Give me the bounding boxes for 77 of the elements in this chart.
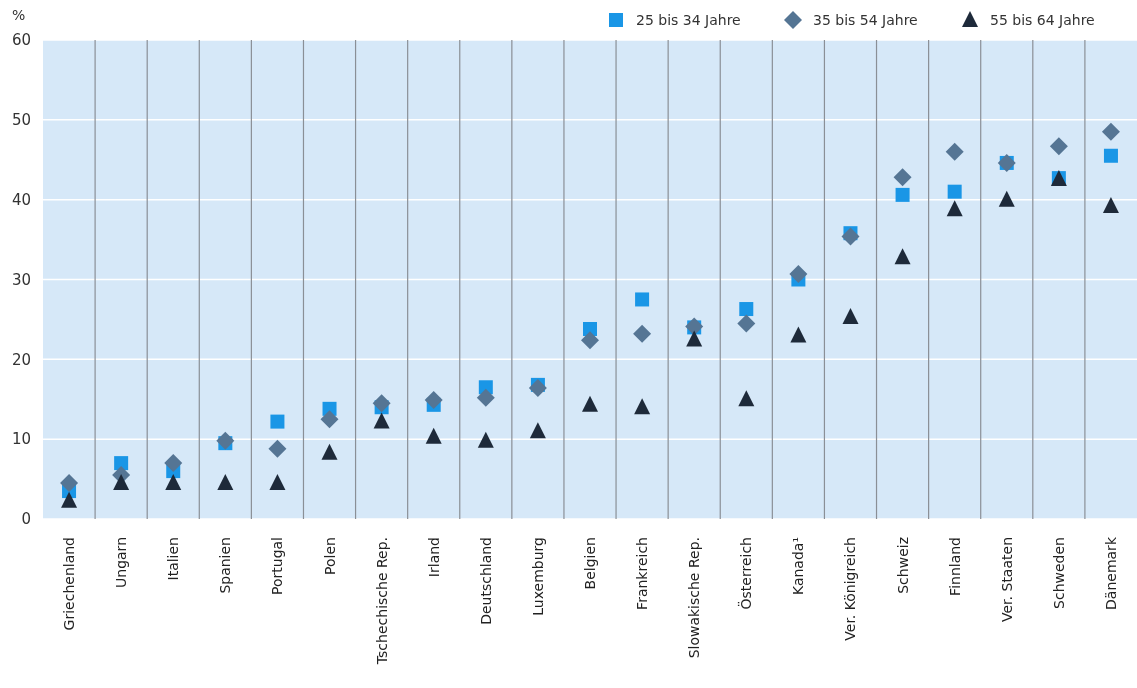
x-tick-label: Schweden bbox=[1050, 537, 1067, 609]
point bbox=[165, 474, 182, 491]
x-tick-label: Finnland bbox=[946, 537, 963, 596]
point bbox=[1049, 137, 1068, 156]
point bbox=[1102, 197, 1119, 214]
legend-label: 25 bis 34 Jahre bbox=[636, 11, 741, 28]
point bbox=[895, 187, 910, 202]
point bbox=[476, 388, 495, 407]
point bbox=[268, 439, 287, 458]
y-tick-label: 0 bbox=[21, 510, 31, 529]
point bbox=[216, 431, 235, 450]
point bbox=[738, 390, 755, 407]
x-tick-label: Schweiz bbox=[894, 537, 911, 594]
y-axis-title: % bbox=[12, 7, 26, 23]
point bbox=[581, 331, 599, 350]
point bbox=[424, 391, 443, 410]
y-tick-label: 10 bbox=[11, 430, 31, 449]
point bbox=[842, 308, 859, 325]
point bbox=[1103, 148, 1118, 163]
legend-label: 55 bis 64 Jahre bbox=[990, 11, 1095, 28]
x-tick-label: Tschechische Rep. bbox=[373, 537, 390, 666]
x-tick-label: Ver. Königreich bbox=[842, 537, 859, 641]
point bbox=[164, 454, 183, 473]
x-tick-label: Polen bbox=[321, 537, 338, 575]
point bbox=[372, 394, 391, 413]
x-tick-label: Ungarn bbox=[113, 537, 130, 588]
x-tick-label: Ver. Staaten bbox=[998, 537, 1015, 622]
point bbox=[321, 443, 338, 460]
point bbox=[61, 491, 78, 508]
point bbox=[113, 474, 130, 491]
point bbox=[945, 142, 964, 161]
point bbox=[528, 379, 547, 398]
x-tick-label: Slowakische Rep. bbox=[686, 537, 703, 659]
point bbox=[373, 412, 390, 429]
point bbox=[790, 326, 807, 343]
x-tick-label: Österreich bbox=[737, 537, 755, 610]
x-tick-label: Griechenland bbox=[61, 537, 78, 631]
x-tick-label: Frankreich bbox=[634, 537, 651, 610]
point bbox=[60, 474, 79, 493]
point bbox=[998, 190, 1015, 207]
y-tick-label: 50 bbox=[11, 111, 31, 130]
point bbox=[269, 474, 286, 491]
point bbox=[635, 292, 650, 307]
point bbox=[737, 314, 756, 333]
point bbox=[947, 184, 962, 199]
point bbox=[320, 410, 339, 429]
y-tick-label: 60 bbox=[11, 31, 31, 50]
point bbox=[1101, 122, 1120, 141]
x-tick-label: Deutschland bbox=[477, 537, 494, 625]
point bbox=[477, 431, 494, 448]
x-tick-label: Spanien bbox=[217, 537, 234, 594]
point bbox=[894, 248, 911, 265]
point bbox=[946, 200, 963, 217]
point bbox=[841, 227, 860, 246]
y-tick-label: 40 bbox=[11, 190, 31, 209]
point bbox=[739, 302, 754, 317]
x-tick-label: Irland bbox=[425, 537, 442, 578]
y-tick-label: 20 bbox=[11, 350, 31, 369]
point bbox=[893, 168, 912, 187]
x-tick-label: Luxemburg bbox=[529, 537, 546, 616]
point bbox=[114, 456, 129, 471]
point bbox=[634, 398, 651, 415]
y-tick-label: 30 bbox=[11, 270, 31, 289]
point bbox=[686, 330, 703, 347]
x-tick-label: Portugal bbox=[269, 537, 286, 595]
point bbox=[270, 414, 285, 429]
legend-label: 35 bis 54 Jahre bbox=[813, 11, 918, 28]
x-tick-label: Belgien bbox=[582, 537, 598, 590]
point bbox=[217, 474, 234, 491]
x-tick-label: Dänemark bbox=[1102, 536, 1119, 610]
point bbox=[582, 395, 598, 412]
point bbox=[633, 324, 652, 343]
point bbox=[529, 422, 546, 439]
x-tick-label: Kanada¹ bbox=[790, 537, 807, 596]
point bbox=[425, 427, 442, 444]
x-tick-label: Italien bbox=[165, 537, 182, 581]
point bbox=[789, 264, 808, 283]
